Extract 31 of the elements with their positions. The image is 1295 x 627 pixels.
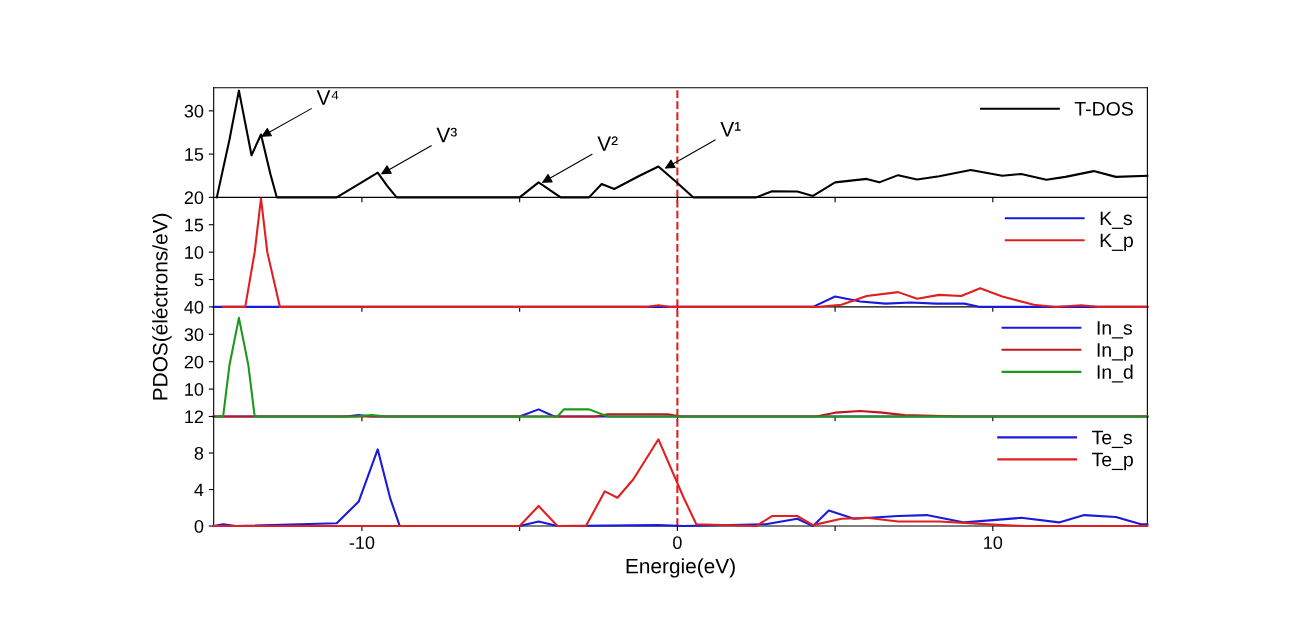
legend-label: In_d xyxy=(1097,364,1133,383)
y-tick-label: 15 xyxy=(185,148,204,161)
legend-label: K_p xyxy=(1100,233,1133,252)
y-tick-label: 10 xyxy=(185,246,204,259)
annotation: V⁴ xyxy=(316,90,339,105)
annotation: V¹ xyxy=(720,122,741,137)
legend-label: In_p xyxy=(1097,343,1133,361)
y-tick-label: 20 xyxy=(184,191,204,205)
x-tick-label: 10 xyxy=(984,536,1003,550)
y-tick-label: 0 xyxy=(194,519,204,533)
y-axis-title: PDOS(éléctrons/eV) xyxy=(152,213,172,400)
y-tick-label: 12 xyxy=(185,410,204,424)
y-tick-label: 5 xyxy=(194,273,204,287)
legend-label: Te_s xyxy=(1092,430,1132,449)
legend-label: T-DOS xyxy=(1074,101,1133,116)
legend-label: In_s xyxy=(1097,321,1132,339)
x-axis-title: Energie(eV) xyxy=(626,558,735,578)
annotation: V³ xyxy=(436,127,457,143)
y-tick-label: 40 xyxy=(184,300,204,314)
y-tick-label: 10 xyxy=(185,383,204,396)
y-tick-label: 15 xyxy=(185,218,204,232)
y-tick-label: 20 xyxy=(184,355,204,369)
y-tick-label: 30 xyxy=(184,104,204,118)
annotation: V² xyxy=(597,136,618,151)
x-tick-label: -10 xyxy=(349,536,375,550)
legend-label: Te_p xyxy=(1092,452,1133,471)
legend-label: K_s xyxy=(1100,211,1132,229)
y-tick-label: 30 xyxy=(184,328,204,342)
x-tick-label: 0 xyxy=(673,536,682,550)
y-tick-label: 8 xyxy=(194,446,204,460)
y-tick-label: 4 xyxy=(194,483,204,497)
